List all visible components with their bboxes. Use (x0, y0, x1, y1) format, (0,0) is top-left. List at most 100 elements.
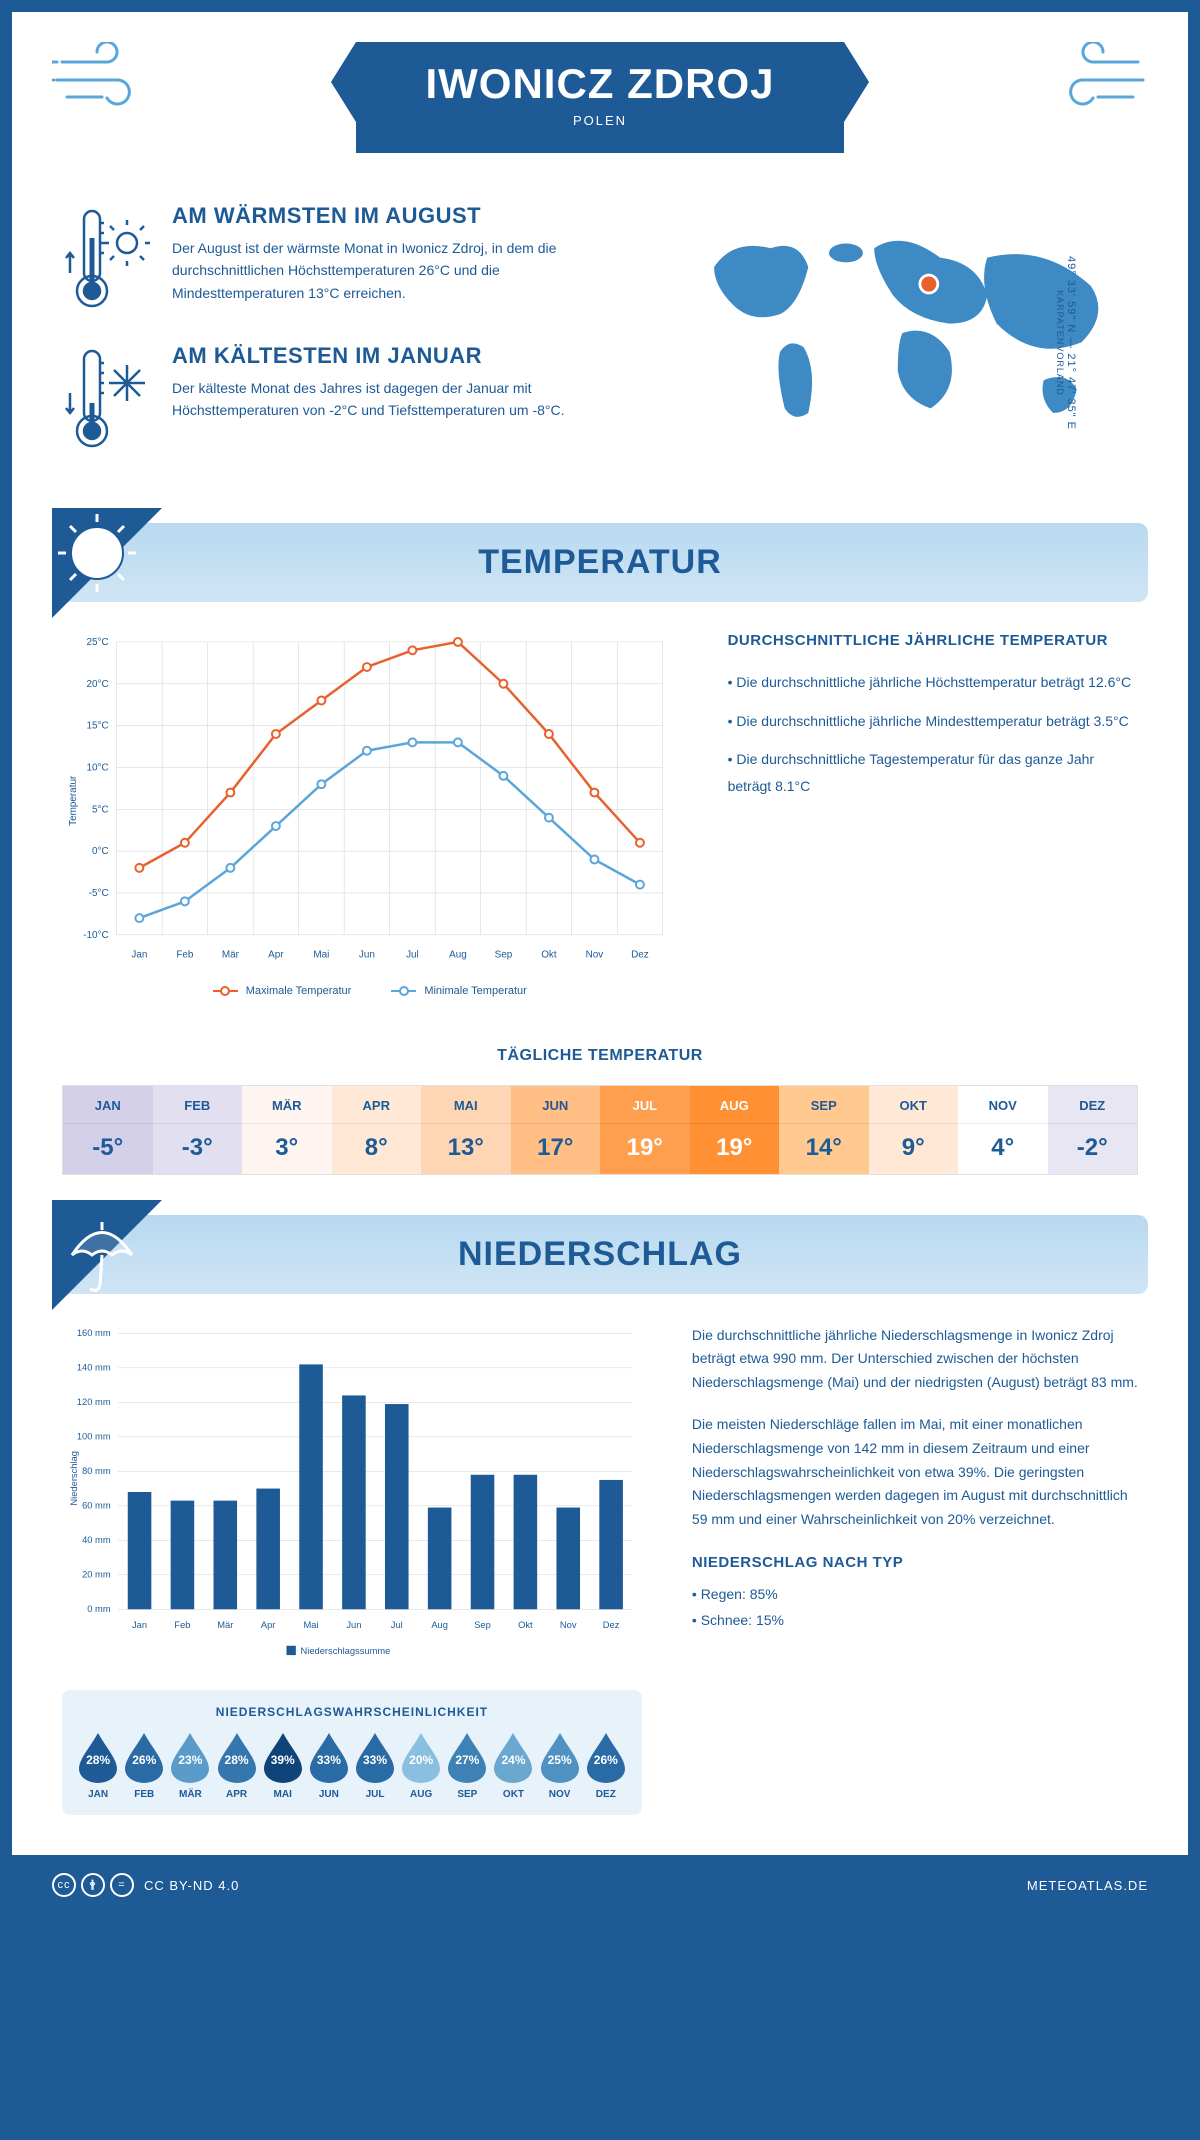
temp-cell: FEB -3° (153, 1086, 243, 1174)
temp-bullet: • Die durchschnittliche Tagestemperatur … (728, 746, 1138, 799)
wind-icon (52, 42, 162, 112)
svg-text:Jul: Jul (391, 1620, 403, 1630)
fact-cold-title: AM KÄLTESTEN IM JANUAR (172, 343, 627, 369)
svg-text:Apr: Apr (261, 1620, 276, 1630)
probability-drop: 39% MAI (262, 1731, 304, 1800)
svg-text:Niederschlagssumme: Niederschlagssumme (301, 1646, 391, 1656)
svg-text:0 mm: 0 mm (87, 1604, 111, 1614)
svg-text:Mär: Mär (222, 950, 240, 961)
city-title: IWONICZ ZDROJ (426, 60, 775, 108)
svg-text:Jun: Jun (346, 1620, 361, 1630)
svg-text:Dez: Dez (631, 950, 649, 961)
temp-cell: OKT 9° (869, 1086, 959, 1174)
svg-text:-5°C: -5°C (89, 888, 109, 899)
svg-text:Niederschlag: Niederschlag (69, 1451, 79, 1506)
temp-text-title: DURCHSCHNITTLICHE JÄHRLICHE TEMPERATUR (728, 632, 1138, 649)
svg-text:100 mm: 100 mm (77, 1431, 111, 1441)
precip-type: • Regen: 85% (692, 1583, 1138, 1607)
temp-cell: JUN 17° (511, 1086, 601, 1174)
svg-text:Jan: Jan (131, 950, 147, 961)
svg-text:120 mm: 120 mm (77, 1397, 111, 1407)
temp-cell: APR 8° (332, 1086, 422, 1174)
probability-drop: 24% OKT (492, 1731, 534, 1800)
section-title: NIEDERSCHLAG (52, 1235, 1148, 1274)
coordinates: 49° 33' 59" N — 21° 47' 35" E KARPATENVO… (1055, 256, 1077, 430)
section-title: TEMPERATUR (52, 543, 1148, 582)
section-header-temp: TEMPERATUR (52, 523, 1148, 602)
temp-cell: SEP 14° (779, 1086, 869, 1174)
page-header: IWONICZ ZDROJ POLEN (12, 12, 1188, 203)
sun-icon (52, 508, 172, 628)
temp-cell: MÄR 3° (242, 1086, 332, 1174)
svg-text:15°C: 15°C (87, 721, 109, 732)
temp-bullet: • Die durchschnittliche jährliche Mindes… (728, 708, 1138, 735)
svg-text:Temperatur: Temperatur (68, 775, 79, 826)
temp-bullet: • Die durchschnittliche jährliche Höchst… (728, 669, 1138, 696)
precip-para: Die meisten Niederschläge fallen im Mai,… (692, 1413, 1138, 1532)
svg-text:20 mm: 20 mm (82, 1569, 111, 1579)
svg-text:Aug: Aug (431, 1620, 448, 1630)
probability-box: NIEDERSCHLAGSWAHRSCHEINLICHKEIT 28% JAN … (62, 1690, 642, 1815)
probability-drop: 26% DEZ (585, 1731, 627, 1800)
svg-text:Mai: Mai (304, 1620, 319, 1630)
probability-drop: 27% SEP (446, 1731, 488, 1800)
svg-text:0°C: 0°C (92, 846, 109, 857)
svg-text:Feb: Feb (176, 950, 194, 961)
precipitation-bar-chart: 0 mm20 mm40 mm60 mm80 mm100 mm120 mm140 … (62, 1324, 642, 1661)
svg-text:Sep: Sep (474, 1620, 491, 1630)
precip-type: • Schnee: 15% (692, 1609, 1138, 1633)
svg-text:5°C: 5°C (92, 804, 109, 815)
temperature-line-chart: -10°C -5°C 0°C 5°C 10°C 15°C 20°C 25°C Jan Feb Mär… (62, 632, 678, 970)
svg-text:-10°C: -10°C (83, 930, 108, 941)
country-label: POLEN (426, 113, 775, 128)
svg-text:Nov: Nov (560, 1620, 577, 1630)
svg-text:Jan: Jan (132, 1620, 147, 1630)
thermometer-hot-icon (62, 203, 152, 313)
svg-text:Apr: Apr (268, 950, 284, 961)
umbrella-icon (52, 1200, 172, 1320)
svg-text:Dez: Dez (603, 1620, 620, 1630)
probability-drop: 28% JAN (77, 1731, 119, 1800)
thermometer-cold-icon (62, 343, 152, 453)
cc-icons: cc🛉= (52, 1873, 134, 1897)
svg-text:Okt: Okt (518, 1620, 533, 1630)
license-text: CC BY-ND 4.0 (144, 1878, 239, 1893)
probability-drop: 23% MÄR (169, 1731, 211, 1800)
title-banner: IWONICZ ZDROJ POLEN (356, 42, 845, 153)
temp-cell: NOV 4° (958, 1086, 1048, 1174)
daily-temp-table: JAN -5° FEB -3° MÄR 3° APR 8° MAI 13° JU… (62, 1085, 1138, 1175)
svg-text:80 mm: 80 mm (82, 1466, 111, 1476)
temp-cell: JAN -5° (63, 1086, 153, 1174)
site-name: METEOATLAS.DE (1027, 1878, 1148, 1893)
svg-text:Nov: Nov (586, 950, 604, 961)
wind-icon (1038, 42, 1148, 112)
svg-text:10°C: 10°C (87, 762, 109, 773)
svg-text:Sep: Sep (495, 950, 513, 961)
svg-text:Mär: Mär (217, 1620, 233, 1630)
svg-text:Mai: Mai (313, 950, 329, 961)
precip-type-title: NIEDERSCHLAG NACH TYP (692, 1550, 1138, 1576)
svg-text:Aug: Aug (449, 950, 467, 961)
probability-drop: 33% JUL (354, 1731, 396, 1800)
fact-cold-text: Der kälteste Monat des Jahres ist dagege… (172, 377, 627, 422)
fact-warm-text: Der August ist der wärmste Monat in Iwon… (172, 237, 627, 304)
daily-temp-title: TÄGLICHE TEMPERATUR (12, 1047, 1188, 1065)
fact-warm-title: AM WÄRMSTEN IM AUGUST (172, 203, 627, 229)
temp-cell: DEZ -2° (1048, 1086, 1138, 1174)
probability-drop: 26% FEB (123, 1731, 165, 1800)
svg-text:Jun: Jun (359, 950, 375, 961)
page-footer: cc🛉= CC BY-ND 4.0 METEOATLAS.DE (12, 1855, 1188, 1915)
temp-cell: JUL 19° (600, 1086, 690, 1174)
svg-text:Okt: Okt (541, 950, 557, 961)
svg-text:20°C: 20°C (87, 679, 109, 690)
svg-text:25°C: 25°C (87, 637, 109, 648)
svg-text:Feb: Feb (174, 1620, 190, 1630)
svg-text:140 mm: 140 mm (77, 1362, 111, 1372)
svg-text:Jul: Jul (406, 950, 419, 961)
fact-warmest: AM WÄRMSTEN IM AUGUST Der August ist der… (62, 203, 627, 313)
fact-coldest: AM KÄLTESTEN IM JANUAR Der kälteste Mona… (62, 343, 627, 453)
temp-cell: MAI 13° (421, 1086, 511, 1174)
section-header-precip: NIEDERSCHLAG (52, 1215, 1148, 1294)
svg-text:40 mm: 40 mm (82, 1535, 111, 1545)
probability-drop: 33% JUN (308, 1731, 350, 1800)
